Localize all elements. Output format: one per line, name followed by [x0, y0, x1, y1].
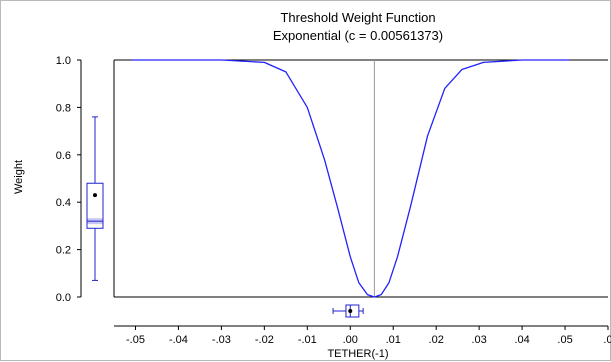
y-tick-label: 0.8	[56, 102, 71, 114]
x-tick-label: -.02	[255, 334, 274, 346]
chart-title: Threshold Weight Function	[280, 10, 435, 25]
x-tick-label: -.05	[126, 334, 145, 346]
y-tick-label: 0.6	[56, 150, 71, 162]
weight-curve	[131, 59, 570, 298]
x-tick-label: .01	[386, 334, 401, 346]
x-tick-label: .02	[429, 334, 444, 346]
x-tick-label: .04	[514, 334, 529, 346]
y-tick-label: 0.0	[56, 292, 71, 304]
x-tick-label: .05	[557, 334, 572, 346]
x-tick-label: -.01	[298, 334, 317, 346]
y-tick-label: 0.4	[56, 197, 71, 209]
y-tick-label: 1.0	[56, 55, 71, 67]
chart-subtitle: Exponential (c = 0.00561373)	[273, 28, 443, 43]
x-tick-label: .0	[603, 334, 611, 346]
y-boxplot-mean	[93, 193, 97, 198]
x-tick-label: .03	[471, 334, 486, 346]
x-tick-label: -.04	[169, 334, 188, 346]
y-boxplot-box	[86, 182, 104, 229]
x-boxplot-box	[345, 304, 360, 318]
y-axis-label: Weight	[13, 160, 25, 194]
x-axis-label: TETHER(-1)	[327, 348, 388, 360]
y-tick-label: 0.2	[56, 245, 71, 257]
x-tick-label: .00	[343, 334, 358, 346]
x-boxplot-mean	[348, 309, 353, 313]
x-tick-label: -.03	[212, 334, 231, 346]
